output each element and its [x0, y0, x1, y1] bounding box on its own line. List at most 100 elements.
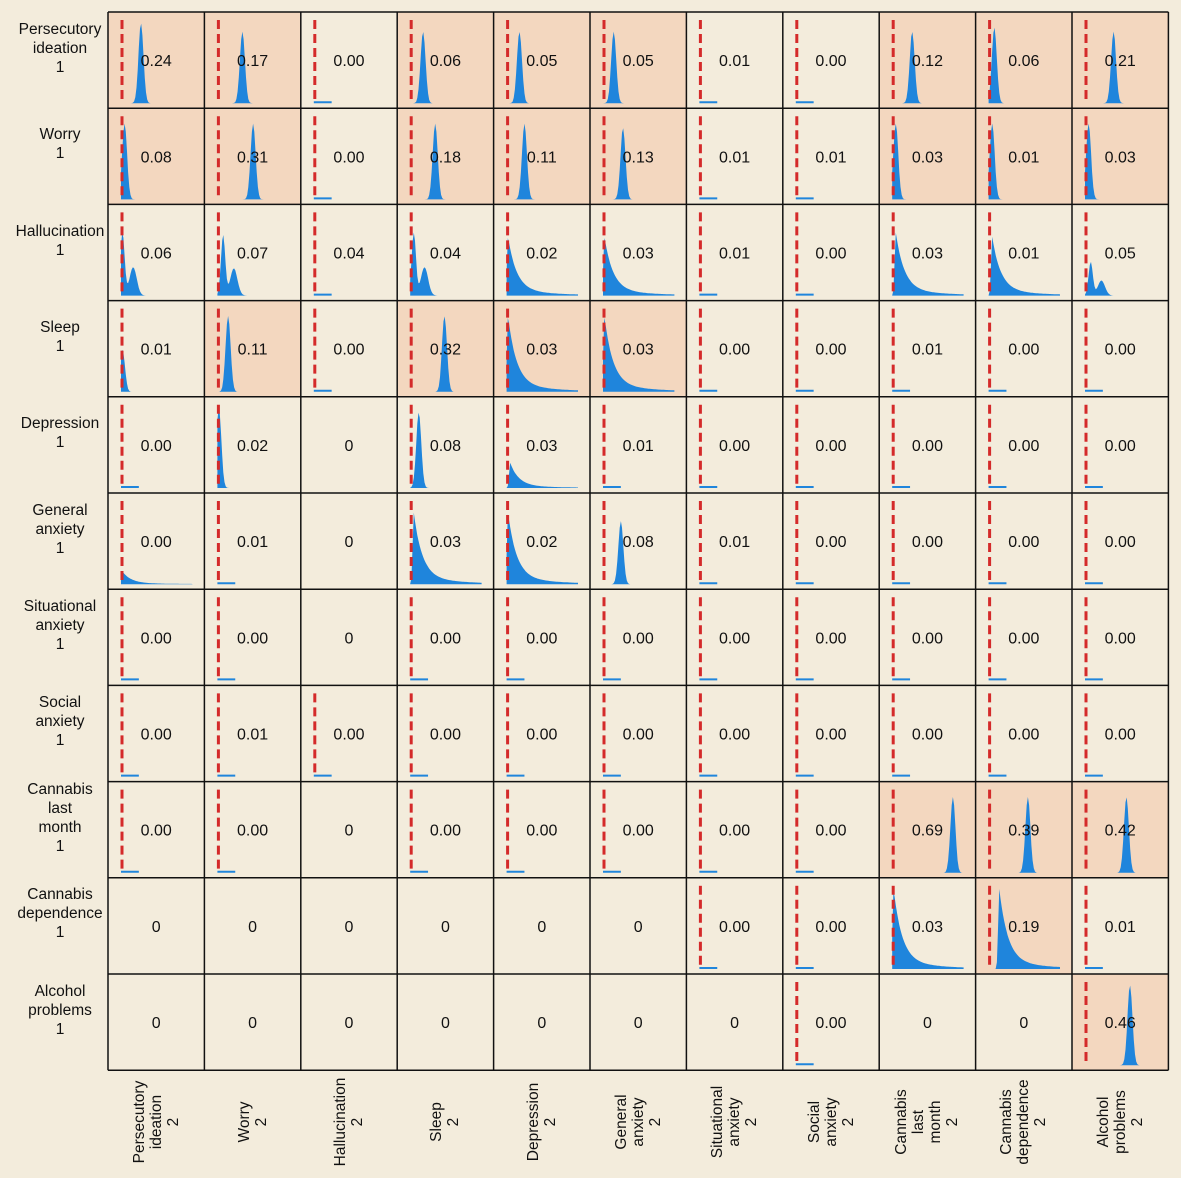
cell-value: 0 [1019, 1015, 1028, 1032]
cell: 0.02 [204, 396, 301, 493]
col-label-line: General [612, 1094, 630, 1150]
density-curve [506, 317, 578, 392]
density-curve [603, 317, 675, 392]
cell: 0.08 [397, 396, 494, 493]
col-label-line: Persecutory [130, 1080, 148, 1164]
cell-background [1072, 877, 1169, 974]
cell: 0.39 [975, 781, 1072, 878]
cell-background [975, 589, 1072, 686]
cell: 0.00 [590, 589, 687, 686]
cell-background [397, 589, 494, 686]
cell-value: 0.00 [912, 727, 943, 744]
cell-background [879, 589, 976, 686]
cell-background [108, 974, 205, 1071]
cell-value: 0.00 [526, 630, 557, 647]
cell-background [782, 877, 880, 974]
density-curve [217, 235, 289, 296]
cell-value: 0 [345, 438, 354, 455]
cell-background [686, 781, 783, 878]
density-curve [410, 412, 482, 488]
density-curve [988, 797, 1060, 873]
cell: 0.05 [590, 12, 687, 109]
density-curve [988, 27, 1060, 104]
cell-value: 0.69 [912, 823, 943, 840]
cell: 0.03 [879, 204, 976, 301]
cell-value: 0.12 [912, 53, 943, 70]
cell-value: 0.00 [526, 727, 557, 744]
cell-background [686, 493, 783, 590]
cell-value: 0.00 [815, 438, 846, 455]
cell-background [493, 877, 590, 974]
row-label: Social anxiety 1 [6, 693, 114, 750]
cell: 0.04 [300, 204, 398, 301]
density-curve [603, 31, 675, 104]
cell-value: 0.00 [719, 438, 750, 455]
cell-background [108, 781, 205, 878]
cell: 0.00 [782, 781, 880, 878]
density-curve [506, 123, 578, 200]
row-label: Situational anxiety 1 [6, 597, 114, 654]
cell-value: 0.01 [719, 53, 750, 70]
cell-background [204, 493, 301, 590]
cell: 0 [397, 877, 494, 974]
row-label-line: Depression [20, 414, 100, 432]
cell-value: 0 [345, 919, 354, 936]
cell-background [975, 396, 1072, 493]
cell-background [204, 685, 301, 782]
col-label-line: Cannabis [998, 1089, 1016, 1155]
col-label-line: month [927, 1100, 945, 1144]
cell: 0.24 [108, 12, 205, 109]
cell-background [686, 685, 783, 782]
cell-background [300, 781, 398, 878]
cell-value: 0 [152, 1015, 161, 1032]
cell: 0.00 [879, 493, 976, 590]
cell-value: 0.00 [815, 919, 846, 936]
cell: 0.00 [782, 493, 880, 590]
cell-background [204, 877, 301, 974]
cell: 0.17 [204, 12, 301, 109]
cell-value: 0.32 [430, 342, 461, 359]
cell-value: 0.00 [815, 727, 846, 744]
cell-value: 0.00 [912, 534, 943, 551]
cell: 0.01 [879, 300, 976, 397]
density-curve [988, 889, 1060, 969]
density-curve [410, 316, 482, 392]
col-label-line: 2 [252, 1117, 270, 1127]
cell-value: 0.01 [719, 246, 750, 263]
density-curve [121, 232, 193, 296]
cell: 0.00 [397, 685, 494, 782]
cell: 0.01 [975, 204, 1072, 301]
density-curve [1085, 261, 1157, 296]
cell-background [397, 781, 494, 878]
cell: 0.03 [493, 300, 590, 397]
cell-value: 0 [248, 919, 257, 936]
cell-value: 0.00 [1008, 727, 1039, 744]
col-label-line: last [910, 1110, 928, 1135]
cell: 0 [879, 974, 976, 1071]
col-label-line: anxiety [629, 1097, 647, 1147]
cell: 0.00 [782, 974, 880, 1071]
cell: 0.18 [397, 108, 494, 205]
cell-background [590, 974, 687, 1071]
cell-value: 0.05 [1105, 246, 1136, 263]
cell-value: 0.00 [719, 342, 750, 359]
cell: 0.31 [204, 108, 301, 205]
cell: 0.00 [686, 877, 783, 974]
cell-background [397, 396, 494, 493]
cell: 0.00 [1072, 685, 1169, 782]
cell: 0.00 [782, 877, 880, 974]
cell-value: 0.01 [815, 149, 846, 166]
cell: 0.00 [1072, 589, 1169, 686]
cell: 0.01 [686, 493, 783, 590]
cell-value: 0.00 [141, 534, 172, 551]
cell-value: 0.00 [623, 727, 654, 744]
cell-background [879, 396, 976, 493]
cell-background [975, 493, 1072, 590]
cell-value: 0 [152, 919, 161, 936]
cell-value: 0.19 [1008, 919, 1039, 936]
col-label-line: 2 [1032, 1117, 1050, 1127]
cell-value: 0.00 [719, 823, 750, 840]
cell-value: 0.00 [430, 630, 461, 647]
density-curve [121, 23, 193, 104]
cell: 0.01 [590, 396, 687, 493]
